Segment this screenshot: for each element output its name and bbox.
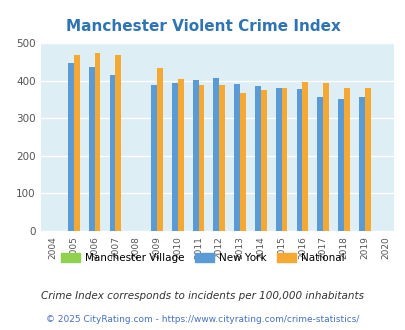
Bar	[68, 63, 74, 231]
Bar	[157, 69, 162, 231]
Bar	[322, 83, 328, 231]
Bar	[337, 99, 343, 231]
Bar	[296, 89, 302, 231]
Text: © 2025 CityRating.com - https://www.cityrating.com/crime-statistics/: © 2025 CityRating.com - https://www.city…	[46, 315, 359, 324]
Bar	[343, 88, 349, 231]
Bar	[239, 93, 245, 231]
Bar	[213, 78, 219, 231]
Bar	[192, 80, 198, 231]
Legend: Manchester Village, New York, National: Manchester Village, New York, National	[57, 249, 348, 267]
Bar	[317, 97, 322, 231]
Bar	[260, 90, 266, 231]
Bar	[151, 85, 157, 231]
Bar	[219, 85, 224, 231]
Bar	[364, 88, 370, 231]
Bar	[234, 84, 239, 231]
Text: Crime Index corresponds to incidents per 100,000 inhabitants: Crime Index corresponds to incidents per…	[41, 291, 364, 301]
Bar	[171, 83, 177, 231]
Bar	[74, 54, 79, 231]
Bar	[198, 85, 204, 231]
Bar	[275, 88, 281, 231]
Bar	[94, 53, 100, 231]
Bar	[177, 79, 183, 231]
Bar	[115, 55, 121, 231]
Bar	[281, 88, 287, 231]
Bar	[89, 67, 94, 231]
Bar	[254, 86, 260, 231]
Text: Manchester Violent Crime Index: Manchester Violent Crime Index	[65, 19, 340, 34]
Bar	[302, 82, 307, 231]
Bar	[109, 75, 115, 231]
Bar	[358, 97, 364, 231]
